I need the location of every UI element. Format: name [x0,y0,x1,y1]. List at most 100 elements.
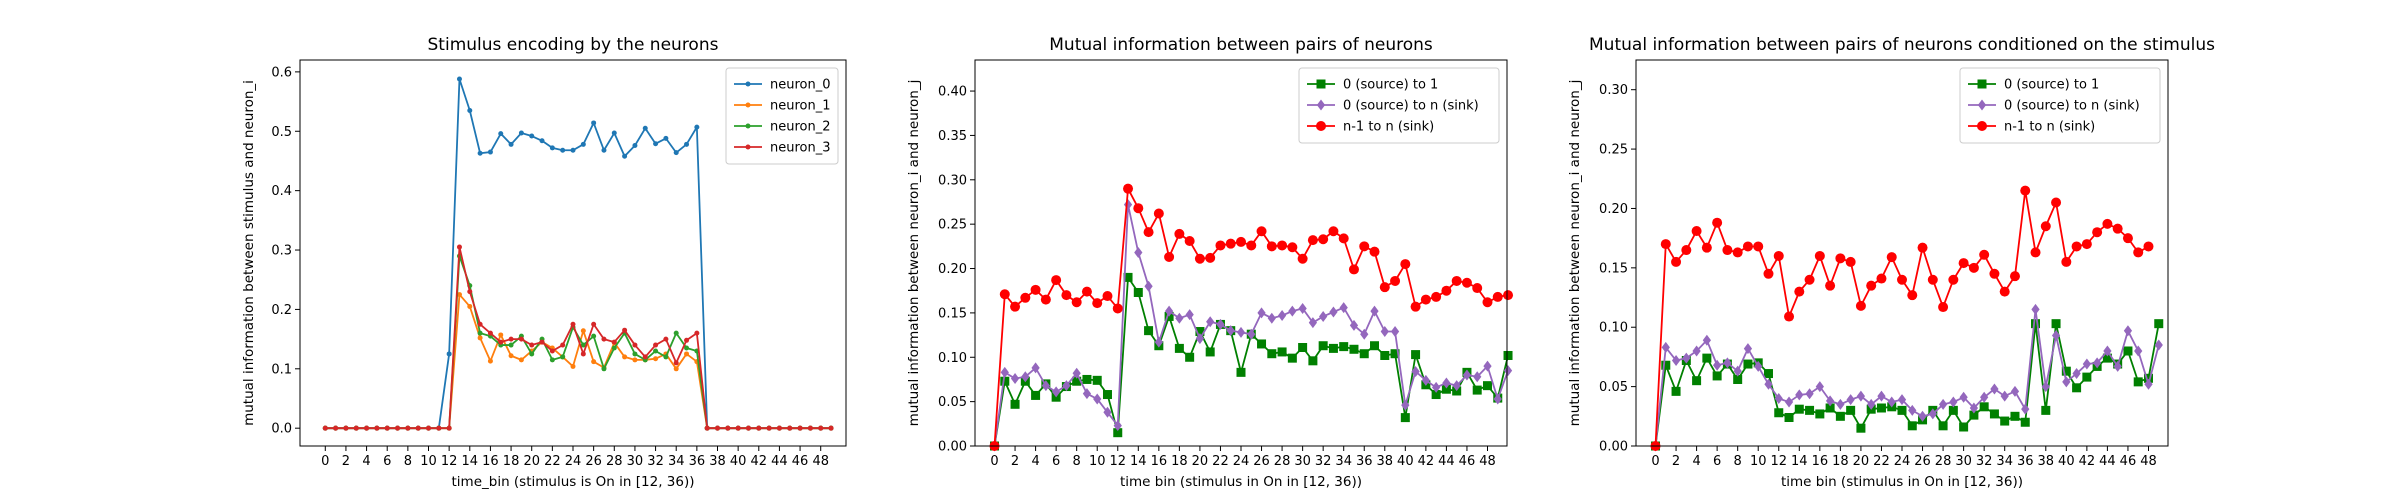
data-point [498,339,504,345]
data-point [1794,286,1805,297]
y-axis-label: mutual information between neuron_i and … [1567,80,1583,427]
data-point [1020,292,1031,303]
data-point [1980,391,1989,403]
data-point [384,425,390,431]
y-tick-label: 0.05 [1599,380,1628,395]
data-point [1359,241,1370,252]
data-point [2051,319,2061,329]
x-tick-label: 32 [1976,454,1993,469]
x-tick-label: 12 [1770,454,1787,469]
data-point [653,141,659,147]
data-point [684,351,690,357]
data-point [1257,339,1267,349]
data-point [549,357,555,363]
y-axis-label: mutual information between stimulus and … [241,80,257,426]
data-point [1743,343,1753,355]
x-tick-label: 38 [1377,454,1394,469]
data-point [508,141,514,147]
y-tick-label: 0.4 [271,184,292,199]
data-point [1990,383,1999,395]
y-tick-label: 0.40 [938,85,967,100]
x-tick-label: 20 [1192,454,1209,469]
data-point [2031,319,2041,329]
data-point [1154,336,1163,348]
data-point [1349,344,1359,354]
x-tick-label: 0 [321,454,329,469]
legend-marker [1316,121,1326,131]
data-point [1113,420,1122,432]
data-point [1866,280,1877,291]
data-point [1195,327,1205,337]
data-point [1948,274,1959,285]
data-point [2092,227,2103,238]
data-point [2021,403,2030,415]
legend-marker [1977,121,1987,131]
data-point [1102,390,1112,400]
data-point [1041,380,1050,392]
data-point [1979,402,1989,412]
x-tick-label: 44 [771,454,788,469]
data-point [1246,240,1257,251]
data-point [1030,284,1041,295]
data-point [1288,305,1297,317]
x-tick-label: 10 [420,454,437,469]
y-tick-label: 0.6 [271,65,292,80]
data-point [1000,376,1010,386]
x-tick-label: 22 [1873,454,1890,469]
data-point [1897,394,1907,406]
data-point [673,150,679,156]
data-point [1764,378,1773,390]
data-point [2123,325,2133,337]
data-point [684,337,690,343]
data-point [1692,345,1701,357]
data-point [467,107,473,113]
data-point [591,333,597,339]
x-tick-label: 16 [482,454,499,469]
y-tick-label: 0.2 [271,303,292,318]
axes-frame [1635,59,2169,447]
x-tick-label: 28 [1274,454,1291,469]
data-point [508,336,514,342]
data-point [1804,274,1815,285]
data-point [1072,367,1081,379]
x-tick-label: 14 [462,454,479,469]
data-point [1298,302,1307,314]
data-point [2143,373,2153,383]
data-point [1713,359,1722,371]
data-point [364,425,370,431]
data-point [2102,218,2113,229]
data-point [1205,347,1215,357]
data-point [1845,256,1856,267]
data-point [529,342,535,348]
data-point [1908,404,1917,416]
data-point [756,425,762,431]
data-point [1979,249,1990,260]
data-point [776,425,782,431]
data-point [642,354,648,360]
data-point [622,153,628,159]
legend-box [1959,67,2161,144]
y-tick-label: 0.20 [1599,202,1628,217]
x-tick-label: 22 [544,454,561,469]
data-point [1795,389,1804,401]
data-point [1451,275,1462,286]
data-point [1112,303,1123,314]
x-tick-label: 18 [1832,454,1849,469]
data-point [1247,328,1256,340]
data-point [1692,376,1702,386]
x-tick-label: 10 [1750,454,1767,469]
data-point [1754,360,1763,372]
data-point [1123,183,1134,194]
data-point [725,425,731,431]
data-point [1318,234,1329,245]
data-point [684,345,690,351]
data-point [1144,326,1154,336]
data-point [2154,339,2163,351]
data-point [1461,277,1472,288]
data-point [1671,386,1681,396]
axes-frame [299,59,847,447]
data-point [1184,236,1195,247]
x-tick-label: 14 [1130,454,1147,469]
data-point [1774,408,1784,418]
data-point [2051,197,2062,208]
